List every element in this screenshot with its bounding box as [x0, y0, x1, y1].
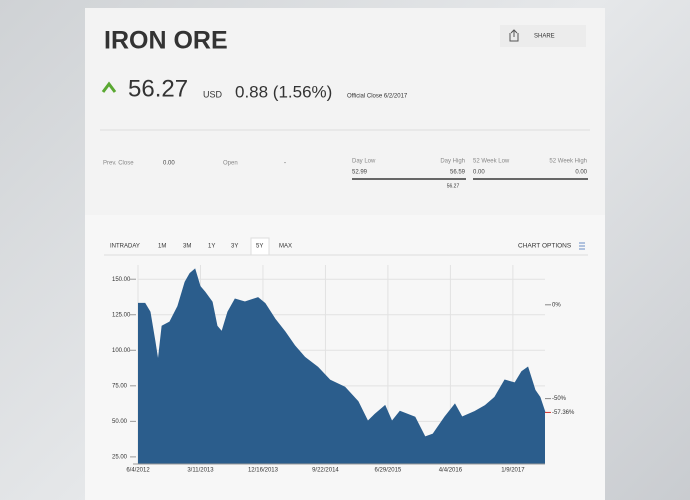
price: 56.27	[128, 75, 188, 102]
tab-selected	[250, 237, 270, 256]
close-note: Official Close 6/2/2017	[347, 94, 408, 100]
x-tick-label: 4/4/2016	[439, 468, 463, 474]
x-tick-label: 9/22/2014	[312, 468, 339, 474]
y-tick-label: 125.00	[112, 312, 131, 318]
currency: USD	[203, 89, 223, 99]
chart-options[interactable]: CHART OPTIONS	[518, 243, 572, 250]
share-icon	[509, 29, 519, 42]
stat-label: 52 Week High	[549, 159, 587, 165]
stat-label: Day High	[440, 159, 465, 165]
y-tick-label: 25.00	[112, 454, 128, 460]
x-tick-label: 6/29/2015	[375, 468, 402, 474]
y-tick-label: 75.00	[112, 383, 128, 389]
stat-label: Prev. Close	[103, 161, 134, 167]
current-label: -57.36%	[552, 410, 575, 416]
x-tick-label: 12/16/2013	[248, 468, 279, 474]
x-tick-label: 1/9/2017	[501, 468, 525, 474]
change: 0.88 (1.56%)	[235, 82, 332, 101]
options-icon	[579, 242, 585, 250]
tab[interactable]: 1M	[158, 244, 166, 250]
y2-tick-label: 0%	[552, 302, 561, 308]
tab[interactable]: 3M	[183, 244, 191, 250]
y2-tick-label: -50%	[552, 396, 567, 402]
up-arrow	[101, 81, 117, 93]
tab[interactable]: 5Y	[256, 244, 263, 250]
share-label: SHARE	[534, 34, 555, 40]
x-tick-label: 6/4/2012	[126, 468, 150, 474]
stat-value: -	[284, 161, 286, 167]
tab[interactable]: 1Y	[208, 244, 215, 250]
stat-value: 0.00	[473, 170, 485, 176]
y-tick-label: 150.00	[112, 277, 131, 283]
stat-value: 56.59	[450, 170, 466, 176]
stat-label: 52 Week Low	[473, 159, 510, 165]
share-button[interactable]	[500, 25, 586, 47]
title: IRON ORE	[104, 27, 228, 55]
y-tick-label: 100.00	[112, 348, 131, 354]
stat-label: Day Low	[352, 159, 376, 165]
stat-value: 0.00	[575, 170, 587, 176]
tab[interactable]: 3Y	[231, 244, 238, 250]
tab[interactable]: INTRADAY	[110, 244, 140, 250]
stat-label: Open	[223, 161, 238, 167]
stat-value: 0.00	[163, 161, 175, 167]
x-tick-label: 3/11/2013	[187, 468, 214, 474]
y-tick-label: 50.00	[112, 419, 128, 425]
tab[interactable]: MAX	[279, 244, 292, 250]
range-current: 56.27	[447, 183, 460, 189]
stat-value: 52.99	[352, 170, 368, 176]
area-fill	[138, 269, 545, 464]
